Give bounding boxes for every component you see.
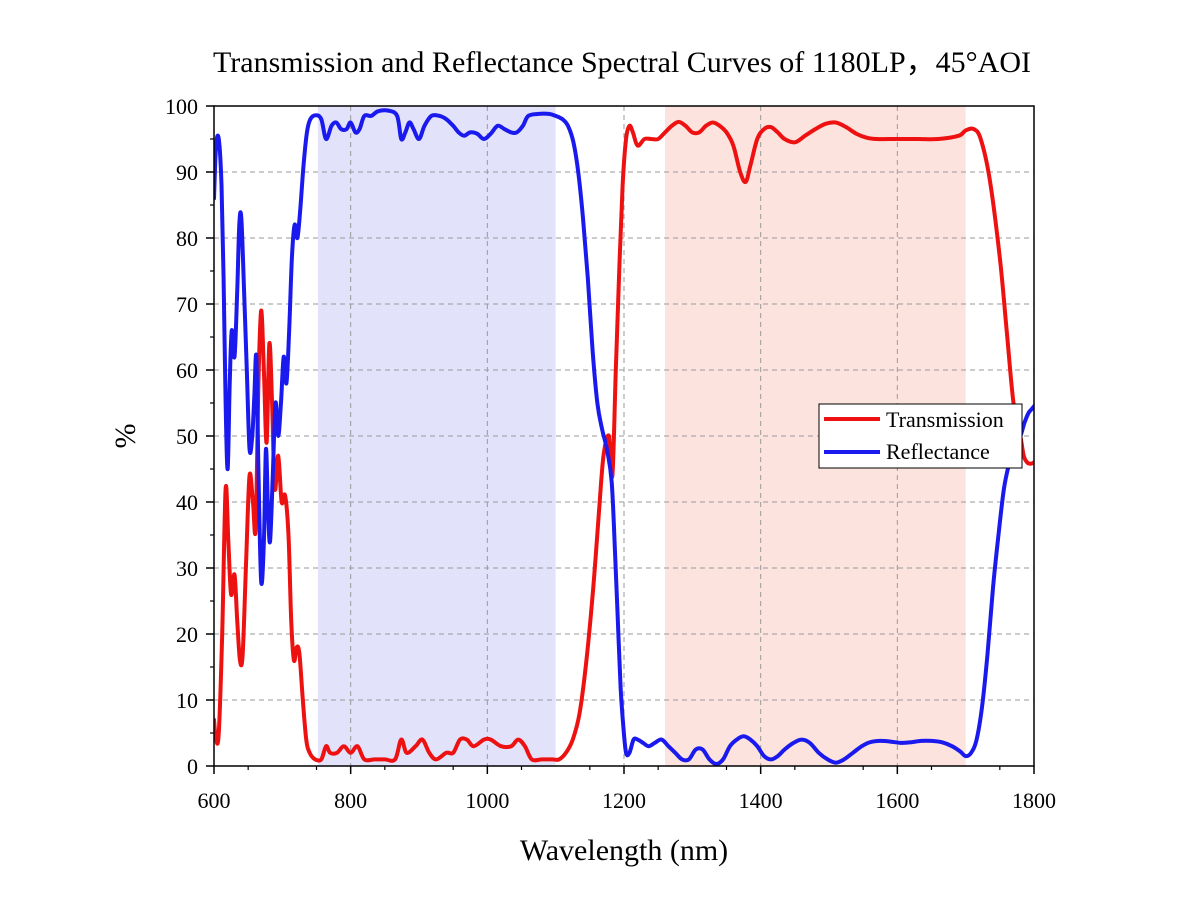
y-tick-label: 0 [187, 754, 198, 779]
series-lines [214, 108, 1034, 767]
legend-box [818, 403, 1023, 469]
y-tick-label: 20 [176, 622, 198, 647]
x-tick-label: 1000 [465, 788, 509, 813]
legend-label-transmission: Transmission [886, 407, 1004, 432]
x-tick-label: 1600 [875, 788, 919, 813]
x-tick-label: 600 [198, 788, 231, 813]
series-line-transmission [214, 119, 1034, 763]
x-tick-label: 1200 [602, 788, 646, 813]
series-line-reflectance [214, 108, 1034, 767]
y-axis-label: % [109, 424, 142, 449]
legend-label-reflectance: Reflectance [886, 439, 990, 464]
chart-title: Transmission and Reflectance Spectral Cu… [213, 46, 1031, 79]
legend: Transmission Reflectance [818, 403, 1023, 469]
y-tick-label: 60 [176, 358, 198, 383]
y-tick-label: 80 [176, 226, 198, 251]
y-tick-label: 90 [176, 160, 198, 185]
grid-lines [214, 106, 1034, 766]
y-tick-label: 10 [176, 688, 198, 713]
axis-ticks [206, 105, 1035, 774]
y-tick-label: 30 [176, 556, 198, 581]
y-tick-label: 40 [176, 490, 198, 515]
x-tick-labels: 600 800 1000 1200 1400 1600 1800 [198, 788, 1057, 813]
y-tick-labels: 0 10 20 30 40 50 60 70 80 90 100 [165, 94, 198, 779]
x-tick-label: 800 [334, 788, 367, 813]
y-tick-label: 70 [176, 292, 198, 317]
x-axis-label: Wavelength (nm) [520, 834, 728, 867]
x-tick-label: 1400 [739, 788, 783, 813]
x-tick-label: 1800 [1012, 788, 1056, 813]
y-tick-label: 50 [176, 424, 198, 449]
y-tick-label: 100 [165, 94, 198, 119]
highlight-band-1 [317, 106, 556, 766]
